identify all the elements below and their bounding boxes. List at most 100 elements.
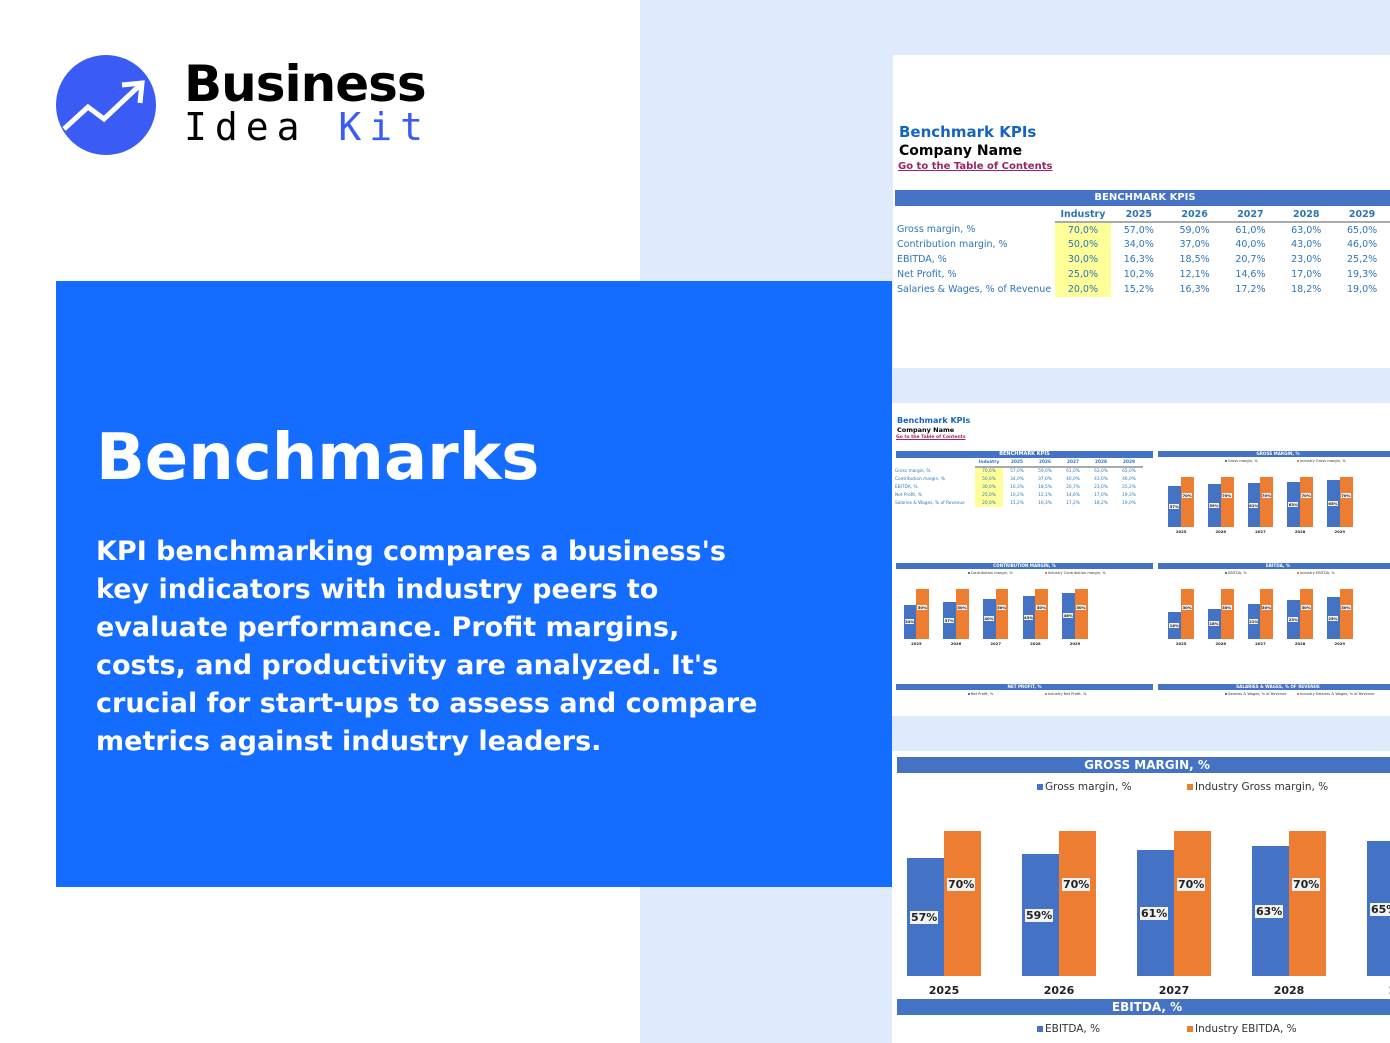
data-label: 61% [1248,502,1259,508]
legend-label: Contribution margin, % [970,571,1013,576]
data-label: 16% [1169,623,1180,629]
data-label: 18% [1209,621,1219,627]
chart-header-bar: NET PROFIT, % [896,684,1153,690]
hero-box: Benchmarks KPI benchmarking compares a b… [56,281,892,887]
table-row: Salaries & Wages, % of Revenue 20,0% 15,2%… [895,499,1143,507]
legend-label: Gross margin, % [1045,781,1132,793]
data-label: 30% [1301,604,1311,610]
data-label: 59% [1025,908,1054,922]
table-row: Salaries & Wages, % of Revenue 20,0% 15,2%… [897,282,1390,297]
year-value: 12,1% [1038,492,1052,498]
year-value: 59,0% [1038,469,1052,474]
column-header: 2026 [1166,207,1223,223]
data-label: 63% [1288,501,1299,507]
year-value: 15,2% [1010,500,1024,506]
industry-value: 30,0% [1054,252,1111,267]
dashboard-preview: Benchmark KPIs Company Name Go to the Ta… [892,403,1390,716]
row-label: EBITDA, % [895,484,918,490]
year-value: 12,1% [1179,269,1210,280]
sheet-title: Benchmark KPIs [899,123,1037,141]
chart-header-bar: GROSS MARGIN, % [1158,451,1390,457]
year-value: 61,0% [1066,469,1080,474]
year-value: 40,0% [1235,239,1266,250]
toc-link[interactable]: Go to the Table of Contents [896,435,966,440]
year-value: 59,0% [1179,224,1210,236]
year-label: 2029 [1069,641,1081,647]
year-value: 19,0% [1122,500,1136,506]
year-value: 14,6% [1235,269,1266,280]
year-label: 2027 [1255,641,1266,647]
legend-label: Net Profit, % [970,692,994,697]
data-label: 21% [1248,618,1259,624]
data-label: 61% [1140,906,1169,920]
industry-value: 25,0% [1054,267,1111,282]
year-value: 40,0% [1066,476,1080,482]
data-label: 40% [983,616,994,622]
year-value: 19,3% [1122,492,1136,498]
year-value: 57,0% [1123,224,1154,236]
data-label: 63% [1255,904,1284,918]
legend-item: Contribution margin, % [967,571,1013,576]
logo-word-idea-kit: Idea Kit [184,105,432,149]
table-row: Net Profit, % 25,0% 10,2% 12,1% 14,6% 17,0% 19… [895,491,1143,499]
legend-swatch-icon [1297,460,1300,463]
year-value: 14,6% [1066,492,1080,498]
year-value: 19,3% [1346,269,1378,280]
row-label: Net Profit, % [895,492,922,498]
industry-value: 70,0% [1054,222,1111,237]
year-value: 17,0% [1291,269,1322,280]
legend-swatch-icon [1297,693,1300,696]
table-row: Contribution margin, % 50,0% 34,0% 37,0% 40,… [897,237,1390,252]
chart-header-bar: GROSS MARGIN, % [897,757,1390,773]
legend-swatch-icon [1297,572,1300,575]
chart-header-bar: CONTRIBUTION MARGIN, % [896,563,1153,569]
industry-bar [1220,588,1234,639]
legend-label: EBITDA, % [1227,571,1247,576]
data-label: 50% [917,604,928,610]
year-value: 20,7% [1066,484,1080,490]
legend-label: Industry Contribution margin, % [1047,571,1106,576]
data-label: 70% [1221,492,1232,498]
year-label: 2025 [1175,641,1187,647]
legend-item: Gross margin, % [1225,459,1258,463]
industry-bar [1289,831,1326,976]
legend-swatch-icon [1225,693,1228,696]
legend-item: Industry Net Profit, % [1045,692,1086,696]
legend-item: EBITDA, % [1225,571,1247,575]
legend-label: Industry Gross margin, % [1299,459,1346,464]
table-header-bar: BENCHMARK KPIS [896,451,1153,458]
year-label: 2027 [990,641,1001,647]
year-value: 37,0% [1038,476,1052,482]
data-label: 46% [1063,613,1074,619]
data-label: 57% [1169,504,1180,510]
year-value: 37,0% [1179,239,1210,250]
logo-word-business: Business [184,55,427,113]
row-label: Contribution margin, % [895,476,946,482]
data-label: 25% [1328,615,1338,621]
year-value: 17,2% [1235,284,1266,295]
data-label: 30% [1261,604,1272,610]
company-name: Company Name [897,426,955,434]
year-value: 10,2% [1010,492,1024,498]
industry-bar [944,831,981,976]
legend-item: Industry Contribution margin, % [1045,571,1106,575]
data-label: 59% [1209,503,1219,509]
year-value: 17,2% [1066,500,1080,506]
industry-value: 30,0% [975,483,1003,491]
toc-link[interactable]: Go to the Table of Contents [898,161,1053,172]
year-label: 2029 [1334,641,1346,647]
industry-bar [916,588,930,639]
year-value: 16,3% [1038,500,1052,506]
trend-arrow-icon [56,55,156,155]
legend-item: Net Profit, % [967,692,994,697]
year-value: 63,0% [1291,224,1322,236]
data-label: 65% [1328,501,1338,507]
table-header-bar: BENCHMARK KPIS [895,190,1390,206]
data-label: 50% [996,604,1007,610]
year-label: 2026 [1043,984,1075,997]
row-label: Salaries & Wages, % of Revenue [895,500,965,506]
industry-bar [1059,831,1096,976]
table-header-row: Industry 2025 2026 2027 2028 2029 [895,459,1143,468]
industry-bar [1181,588,1194,639]
industry-bar [1220,476,1234,527]
